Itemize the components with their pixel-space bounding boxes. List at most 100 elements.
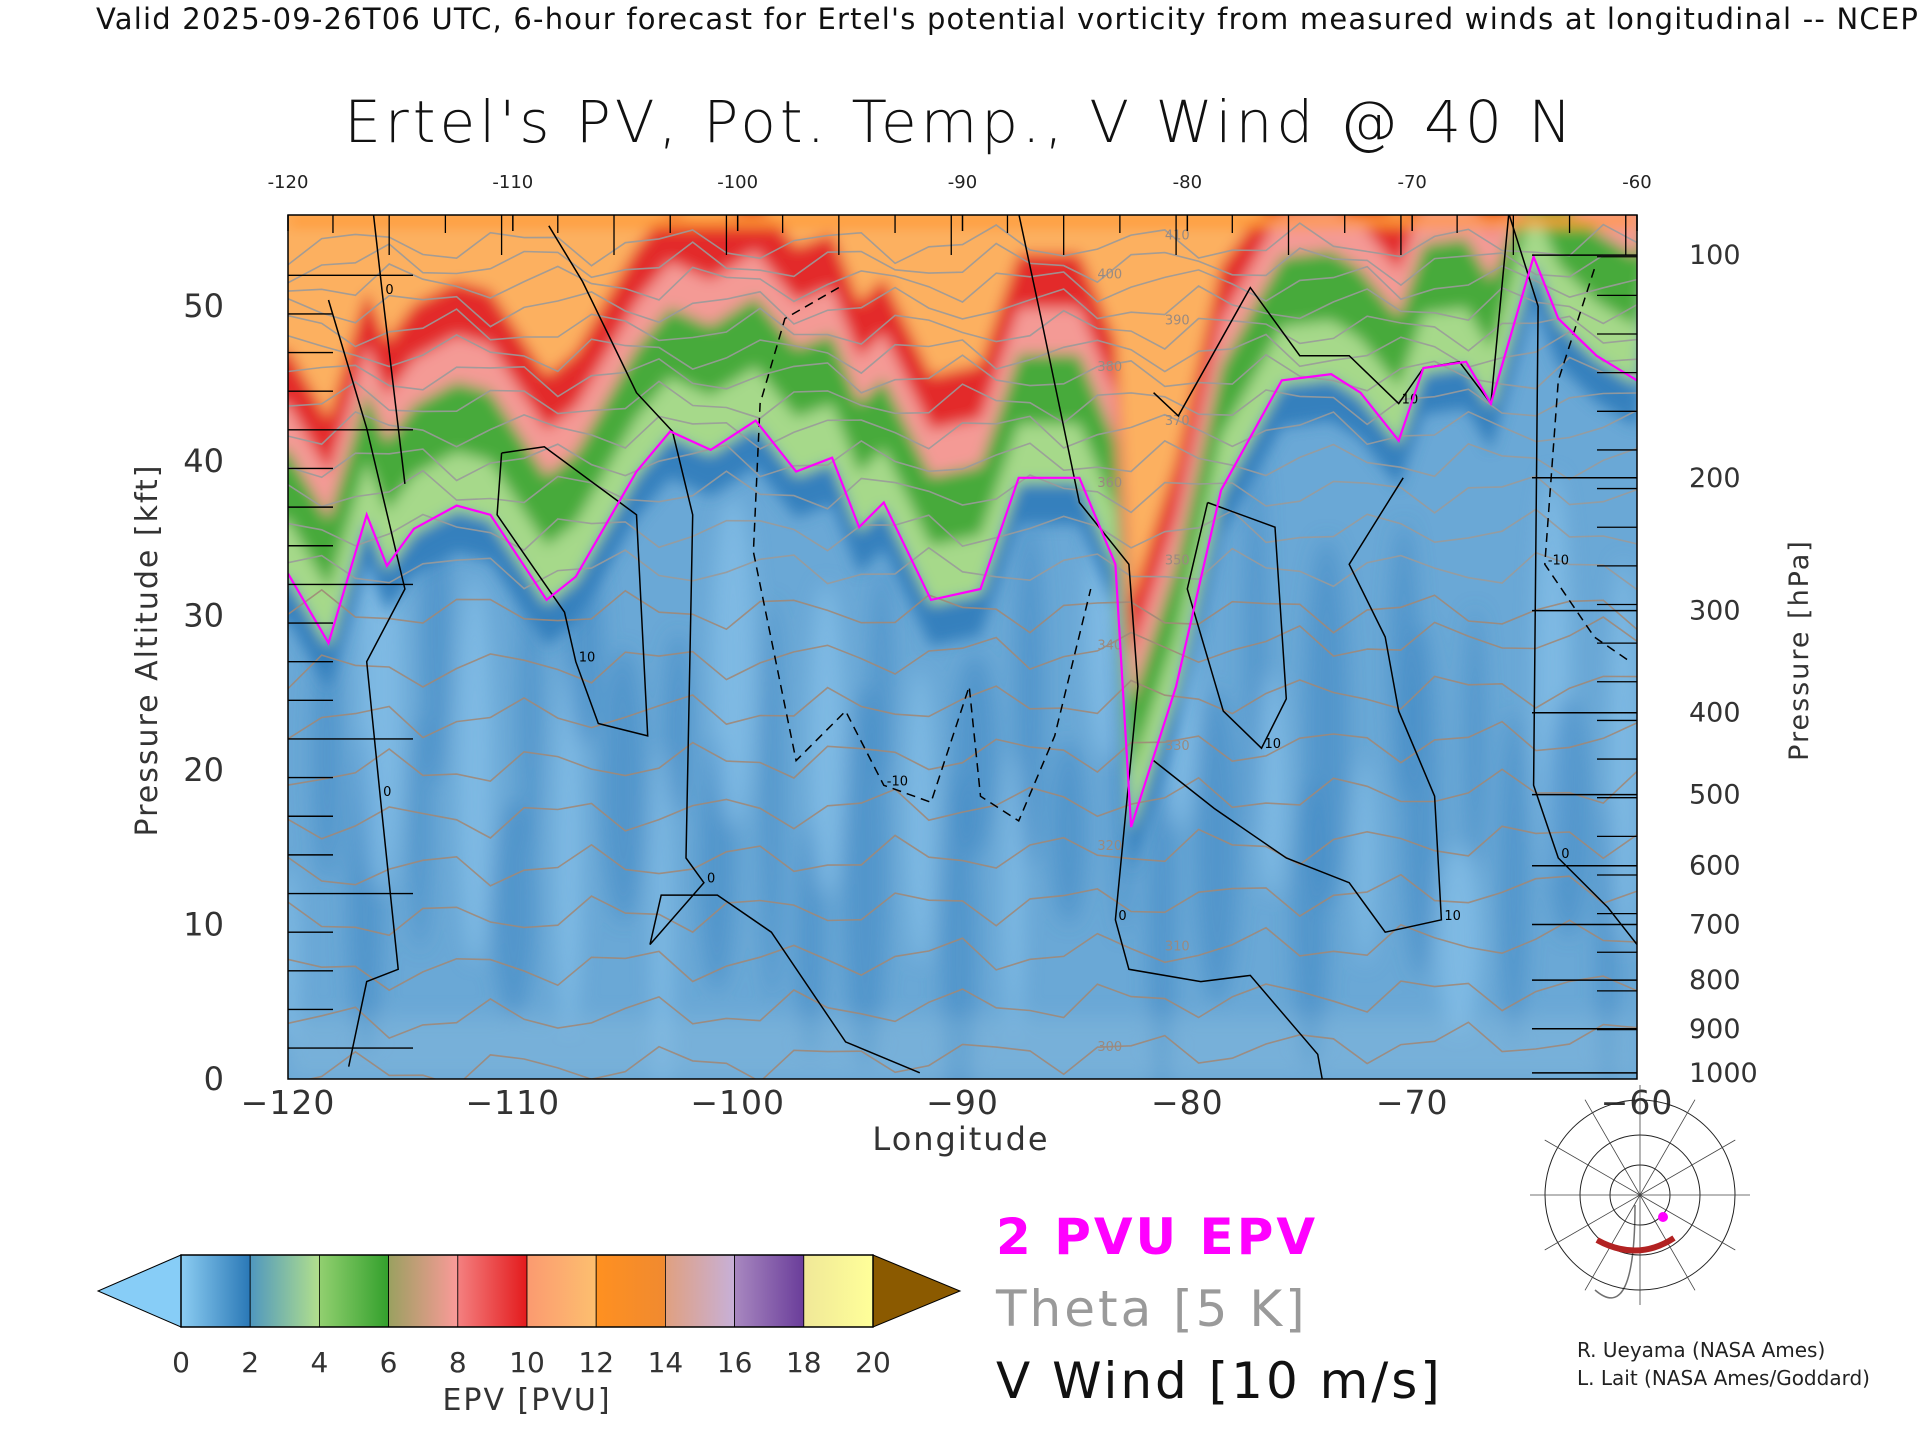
- theta-line: [288, 222, 1637, 267]
- field-streak: [1436, 846, 1481, 1033]
- v-wind-contour-label: 10: [579, 651, 596, 666]
- credit-line-1: R. Ueyama (NASA Ames): [1577, 1338, 1826, 1362]
- colorbar-tick-label: 2: [241, 1346, 259, 1379]
- y2-axis-label: Pressure [hPa]: [1784, 539, 1815, 761]
- x-axis-label: Longitude: [872, 1120, 1049, 1158]
- x-tick-label: −80: [1151, 1083, 1224, 1122]
- y-axis-label: Pressure Altitude [kft]: [130, 464, 165, 837]
- theta-line: [288, 588, 1637, 634]
- field-streak: [519, 562, 540, 855]
- field-streak: [1257, 674, 1286, 897]
- credits: R. Ueyama (NASA Ames) L. Lait (NASA Ames…: [1577, 1336, 1870, 1392]
- field-streak: [1015, 517, 1044, 868]
- theta-line: [288, 975, 1637, 1040]
- colorbar-tick-label: 18: [786, 1346, 822, 1379]
- v-wind-contour-label: 0: [1118, 909, 1126, 924]
- meridian-line: [1639, 1139, 1736, 1196]
- field-streak: [601, 648, 646, 923]
- meridian-line: [1584, 1194, 1641, 1291]
- colorbar-segment: [595, 1254, 666, 1328]
- field-streak: [554, 664, 583, 1031]
- theta-line: [288, 546, 1637, 591]
- axis-ticks: [287, 215, 1638, 1074]
- v-wind-contour-label: 10: [1444, 909, 1461, 924]
- y-tick-label: 40: [183, 442, 224, 480]
- v-wind-contour-label: 0: [707, 872, 715, 887]
- meridian-line: [1584, 1099, 1641, 1196]
- theta-line: [288, 675, 1637, 740]
- theta-line: [288, 330, 1637, 375]
- pressure-tick-label: 900: [1689, 1014, 1741, 1045]
- colorbar-tick-label: 8: [449, 1346, 467, 1379]
- legend-pv2: 2 PVU EPV: [996, 1208, 1319, 1266]
- legend-theta: Theta [5 K]: [996, 1280, 1308, 1338]
- colorbar: 0 2 4 6 8 10 12 14 16 18 20: [96, 1254, 962, 1379]
- theta-label: 360: [1097, 476, 1122, 491]
- theta-label: 320: [1097, 839, 1122, 854]
- valid-time-title: Valid 2025-09-26T06 UTC, 6-hour forecast…: [96, 2, 1920, 36]
- theta-line: [288, 825, 1637, 887]
- theta-line: [288, 720, 1637, 786]
- pressure-tick-label: 400: [1689, 698, 1741, 729]
- colorbar-segment: [388, 1254, 459, 1328]
- pv2-line: [288, 253, 1637, 828]
- pressure-tick-label: 600: [1689, 851, 1741, 882]
- y-tick-label: 0: [204, 1060, 224, 1098]
- field-streak: [808, 582, 845, 895]
- top-tick-label: -60: [1622, 172, 1651, 193]
- colorbar-tick-label: 16: [717, 1346, 753, 1379]
- v-wind-contour: [1153, 215, 1510, 418]
- colorbar-under-triangle: [96, 1254, 182, 1328]
- theta-label: 380: [1097, 360, 1122, 375]
- v-wind-contour-label: 10: [1265, 737, 1282, 752]
- field-streak: [1355, 760, 1376, 965]
- colorbar-segment: [180, 1254, 251, 1328]
- field-streak: [843, 685, 888, 1072]
- v-wind-contour: [548, 225, 921, 1074]
- cross-section-path: [1595, 1235, 1676, 1254]
- colorbar-tick-label: 10: [509, 1346, 545, 1379]
- theta-line: [288, 469, 1637, 514]
- theta-label: 330: [1165, 739, 1190, 754]
- v-wind-contour: [496, 446, 649, 737]
- pv2-contour: [288, 253, 1637, 828]
- field-streak: [457, 577, 494, 962]
- field-streak: [1050, 739, 1087, 924]
- field-streak: [1195, 690, 1240, 1005]
- field-streak: [1465, 608, 1486, 869]
- meridian-line: [1544, 1139, 1641, 1196]
- y-tick-label: 10: [183, 905, 224, 943]
- v-wind-contour: [327, 299, 406, 1067]
- y-tick-label: 50: [183, 287, 224, 325]
- field-bands: [288, 215, 1637, 874]
- v-wind-contour: [1544, 268, 1631, 663]
- top-tick-label: -110: [492, 172, 533, 193]
- colorbar-tick-label: 4: [310, 1346, 328, 1379]
- colorbar-segment: [526, 1254, 597, 1328]
- meridian-line: [1639, 1099, 1696, 1196]
- meridian-line: [1639, 1194, 1736, 1251]
- theta-label: 410: [1165, 229, 1190, 244]
- field-streak: [1546, 695, 1591, 938]
- field-streak: [1609, 559, 1637, 950]
- theta-line: [288, 307, 1637, 352]
- top-tick-label: -100: [717, 172, 758, 193]
- field-streak: [288, 865, 298, 1046]
- field-streak: [711, 496, 756, 827]
- theta-line: [288, 768, 1637, 840]
- pressure-tick-label: 1000: [1689, 1058, 1758, 1089]
- v-wind-contour: [1186, 501, 1288, 750]
- theta-label: 340: [1097, 638, 1122, 653]
- theta-line: [288, 263, 1637, 303]
- chart-title: Ertel's PV, Pot. Temp., V Wind @ 40 N: [344, 88, 1576, 156]
- x-tick-label: −120: [241, 1083, 336, 1122]
- colorbar-segment: [318, 1254, 389, 1328]
- colorbar-segment: [249, 1254, 320, 1328]
- v-wind-contour-label: -10: [1548, 553, 1569, 568]
- theta-line: [288, 241, 1637, 287]
- v-wind-contour: [372, 215, 406, 484]
- colorbar-over-triangle: [872, 1254, 962, 1328]
- pressure-tick-label: 800: [1689, 965, 1741, 996]
- v-wind-contour: [1153, 477, 1443, 934]
